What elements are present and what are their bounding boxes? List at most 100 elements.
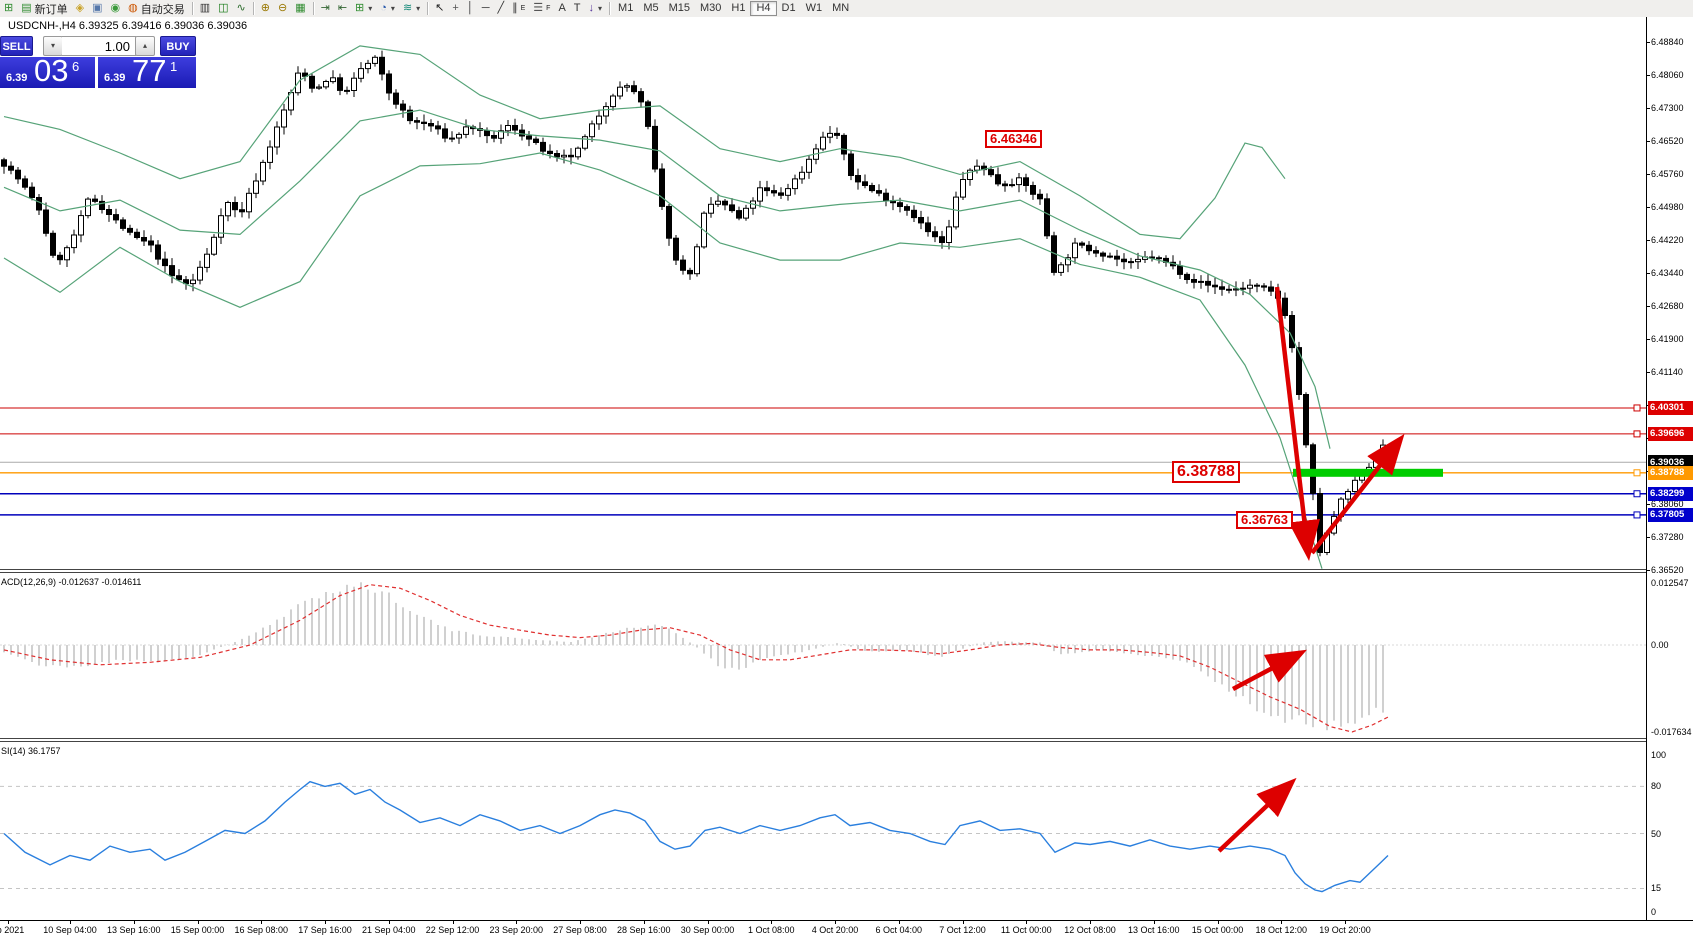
- date-axis-label: 17 Sep 16:00: [298, 925, 352, 935]
- trend-arrow[interactable]: [1217, 777, 1297, 853]
- buy-quote-tile[interactable]: 6.39 77 1: [98, 57, 196, 88]
- candlestick-button[interactable]: ◫: [214, 1, 232, 16]
- trend-arrow[interactable]: [1310, 433, 1405, 555]
- zoom-out-button[interactable]: ⊖: [274, 1, 291, 16]
- text-label-icon: T: [573, 2, 581, 14]
- trendline-icon: ╱: [497, 2, 505, 14]
- buy-button[interactable]: BUY: [160, 36, 196, 56]
- equidistant-channel-icon: ∥: [512, 2, 518, 14]
- price-annotation-box[interactable]: 6.46346: [985, 130, 1042, 149]
- sell-quote-tile[interactable]: 6.39 03 6: [0, 57, 95, 88]
- autotrading-button-label: 自动交易: [140, 3, 185, 16]
- green-support-bar[interactable]: [1293, 468, 1443, 477]
- auto-scroll-button[interactable]: ⇥: [317, 1, 334, 16]
- buy-price-small: 6.39: [104, 72, 126, 84]
- timeframe-button-m5[interactable]: M5: [643, 2, 659, 14]
- price-axis-tick: 6.43440: [1651, 268, 1684, 278]
- date-axis-label: 18 Oct 12:00: [1255, 925, 1308, 935]
- dropdown-caret-icon: ▾: [598, 4, 603, 13]
- new-order-button[interactable]: ▤ 新订单: [17, 1, 71, 16]
- timeframe-button-h1[interactable]: H1: [731, 2, 746, 14]
- price-level-label: 6.40301: [1648, 400, 1693, 415]
- dropdown-caret-icon: ▾: [368, 4, 373, 13]
- price-axis-tick: 6.46520: [1651, 136, 1684, 146]
- date-axis-label: 10 Sep 04:00: [43, 925, 97, 935]
- trend-arrow[interactable]: [1231, 649, 1307, 691]
- vertical-line-button[interactable]: │: [463, 1, 478, 16]
- price-axis-tick: 6.42680: [1651, 301, 1684, 311]
- price-annotation-box[interactable]: 6.36763: [1236, 511, 1293, 530]
- fibonacci-button[interactable]: ☰ F: [529, 1, 554, 16]
- cursor-button[interactable]: ↖: [431, 1, 448, 16]
- chart-shift-button[interactable]: ⇤: [334, 1, 351, 16]
- indicators-dropdown[interactable]: ≋ ▾: [399, 1, 424, 16]
- price-axis-tick: 6.37280: [1651, 532, 1684, 542]
- date-axis-label: 15 Sep 00:00: [170, 925, 225, 935]
- trendline-button[interactable]: ╱: [494, 1, 509, 16]
- price-axis[interactable]: 6.48840 6.48060 6.47300 6.46520 6.45760 6.449…: [1646, 17, 1693, 920]
- price-axis-tick: 6.44980: [1651, 202, 1684, 212]
- price-level-label: 6.39696: [1648, 426, 1693, 441]
- tile-windows-button[interactable]: ▦: [291, 1, 309, 16]
- price-axis-tick: 6.48840: [1651, 37, 1684, 47]
- timeframe-button-w1[interactable]: W1: [805, 2, 823, 14]
- date-axis-label: 22 Sep 12:00: [425, 925, 480, 935]
- line-anchor-marker[interactable]: [1633, 490, 1641, 498]
- timeframe-button-d1[interactable]: D1: [781, 2, 796, 14]
- bar-chart-button[interactable]: ▥: [196, 1, 214, 16]
- timeframe-button-h4[interactable]: H4: [750, 1, 777, 16]
- subscript-letter: E: [520, 5, 526, 12]
- text-button[interactable]: A: [554, 1, 569, 16]
- fibonacci-icon: ☰: [533, 2, 544, 14]
- crosshair-button[interactable]: +: [448, 1, 462, 16]
- periods-icon: ◔: [380, 2, 387, 14]
- new-chart-icon: ⊞: [4, 2, 14, 14]
- horizontal-line-button[interactable]: ─: [478, 1, 494, 16]
- sell-button[interactable]: SELL: [0, 36, 33, 56]
- toolbar-separator: [312, 2, 314, 15]
- date-axis-label: 28 Sep 16:00: [616, 925, 671, 935]
- price-axis-tick: 6.45760: [1651, 169, 1684, 179]
- signals-button[interactable]: ◉: [107, 1, 125, 16]
- timeframe-button-m15[interactable]: M15: [668, 2, 691, 14]
- subscript-letter: F: [546, 5, 551, 12]
- price-axis-tick: 6.44220: [1651, 235, 1684, 245]
- line-chart-button[interactable]: ∿: [233, 1, 250, 16]
- volume-decrease-button[interactable]: ▾: [43, 36, 63, 56]
- date-axis-label: 30 Sep 00:00: [680, 925, 735, 935]
- equidistant-channel-button[interactable]: ∥ E: [508, 1, 529, 16]
- trend-arrow[interactable]: [1274, 286, 1320, 561]
- volume-increase-button[interactable]: ▴: [135, 36, 155, 56]
- date-axis-label: 4 Oct 20:00: [811, 925, 859, 935]
- market-watch-button[interactable]: ◈: [72, 1, 88, 16]
- line-anchor-marker[interactable]: [1633, 404, 1641, 412]
- line-chart-icon: ∿: [236, 2, 246, 14]
- zoom-in-button[interactable]: ⊕: [257, 1, 274, 16]
- bollinger-upper-band: [3, 45, 1286, 240]
- chart-shift-icon: ⇤: [337, 2, 348, 14]
- timeframe-button-mn[interactable]: MN: [832, 2, 850, 14]
- new-chart-dropdown[interactable]: ⊞ ▾: [351, 1, 376, 16]
- signals-icon: ◉: [110, 2, 121, 14]
- profile-button[interactable]: ▣: [88, 1, 106, 16]
- new-chart-button[interactable]: ⊞: [0, 1, 17, 16]
- price-chart-canvas[interactable]: [0, 17, 1646, 920]
- timeframe-button-m1[interactable]: M1: [618, 2, 634, 14]
- date-axis[interactable]: ep 2021 10 Sep 04:00 13 Sep 16:00 15 Sep 00…: [0, 920, 1693, 938]
- line-anchor-marker[interactable]: [1633, 430, 1641, 438]
- line-anchor-marker[interactable]: [1633, 511, 1641, 519]
- price-annotation-box[interactable]: 6.38788: [1172, 461, 1240, 483]
- autotrading-button[interactable]: ◍ 自动交易: [124, 1, 189, 16]
- line-anchor-marker[interactable]: [1633, 469, 1641, 477]
- zoom-out-icon: ⊖: [277, 2, 288, 14]
- arrows-dropdown[interactable]: ↓ ▾: [585, 1, 607, 16]
- price-level-label: 6.38299: [1648, 486, 1693, 501]
- price-level-label: 6.38788: [1648, 465, 1693, 480]
- timeframe-button-m30[interactable]: M30: [700, 2, 722, 14]
- text-label-button[interactable]: T: [570, 1, 585, 16]
- date-axis-label: 27 Sep 08:00: [553, 925, 607, 935]
- periods-dropdown[interactable]: ◔ ▾: [376, 1, 399, 16]
- rsi-axis-tick: 0: [1651, 907, 1657, 917]
- volume-input[interactable]: [62, 36, 136, 56]
